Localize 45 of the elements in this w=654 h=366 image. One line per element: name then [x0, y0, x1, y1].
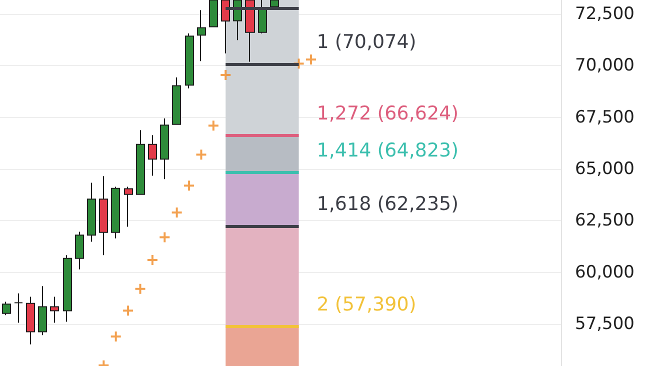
y-tick-label: 67,500 [575, 107, 634, 128]
candlestick [258, 0, 267, 34]
candlestick [221, 0, 230, 54]
candlestick [26, 296, 35, 345]
point [147, 254, 158, 265]
candlestick [172, 76, 181, 125]
candlestick [38, 286, 47, 336]
candlestick [270, 0, 279, 8]
candlestick [2, 301, 11, 316]
candlestick [99, 176, 108, 256]
y-tick-label: 62,500 [575, 210, 634, 231]
y-tick-label: 72,500 [575, 4, 634, 24]
candlestick [14, 292, 23, 324]
candlestick [124, 186, 133, 228]
y-tick-label: 65,000 [575, 159, 634, 180]
candlestick [148, 134, 157, 176]
ref-line-label: 2 (57,390) [316, 293, 416, 316]
point [184, 180, 194, 191]
point [220, 70, 231, 80]
candlestick [197, 10, 206, 62]
ref-line-label: 1,272 (66,624) [316, 102, 459, 124]
point [208, 120, 218, 131]
ref-line-label: 1,414 (64,823) [316, 140, 459, 162]
point [160, 232, 170, 242]
candlestick [245, 0, 255, 62]
candlestick [136, 130, 145, 195]
candlestick [111, 186, 120, 239]
point [123, 306, 134, 316]
candlestick [63, 254, 72, 322]
y-tick-label: 70,000 [575, 56, 634, 76]
y-tick-label: 57,500 [575, 314, 634, 334]
point [135, 284, 146, 294]
point [306, 54, 316, 65]
y-tick-label: 60,000 [575, 262, 634, 282]
candlestick [185, 32, 194, 89]
point [110, 331, 121, 342]
ref-line-label: 1 (70,074) [316, 31, 416, 54]
candlestick [50, 296, 59, 324]
candlestick [160, 118, 169, 180]
candlestick [87, 182, 96, 242]
candlestick [75, 231, 84, 270]
point [196, 150, 206, 160]
ref-line-label: 1,618 (62,235) [316, 193, 459, 216]
point [172, 207, 182, 218]
candlestick [209, 0, 218, 28]
